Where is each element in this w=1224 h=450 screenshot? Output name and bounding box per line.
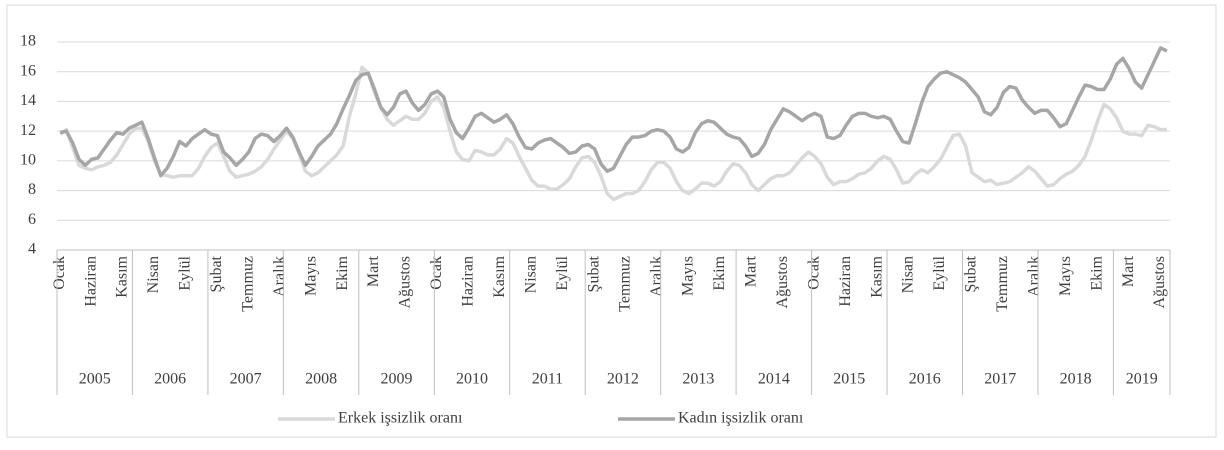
x-group-label: 2013 (682, 371, 714, 388)
x-tick-label: Haziran (837, 256, 854, 307)
x-tick-label: Mart (743, 255, 760, 287)
x-tick-label: Mayıs (680, 256, 697, 296)
x-group-label: 2007 (230, 371, 262, 388)
x-tick-label: Ekim (1088, 255, 1105, 290)
x-tick-label: Ağustos (1151, 256, 1168, 308)
y-tick-label: 16 (20, 62, 36, 79)
chart-frame (6, 4, 1217, 438)
x-tick-label: Şubat (208, 255, 225, 292)
x-group-label: 2019 (1126, 371, 1158, 388)
x-tick-label: Mart (1120, 255, 1137, 287)
x-tick-label: Ocak (428, 256, 445, 290)
series-line (59, 46, 1168, 178)
series-line (59, 65, 1167, 202)
x-tick-label: Temmuz (239, 256, 256, 312)
x-group-label: 2006 (154, 371, 186, 388)
x-tick-label: Şubat (585, 255, 602, 292)
x-tick-label: Ekim (334, 255, 351, 290)
x-group-label: 2009 (381, 371, 413, 388)
y-tick-label: 14 (20, 92, 36, 109)
y-tick-label: 18 (20, 33, 36, 50)
x-group-label: 2010 (456, 371, 488, 388)
x-tick-label: Ağustos (774, 256, 791, 308)
x-tick-label: Eylül (554, 255, 571, 290)
y-tick-label: 4 (28, 241, 36, 258)
x-tick-label: Nisan (900, 256, 917, 293)
x-tick-label: Temmuz (994, 256, 1011, 312)
x-tick-label: Mayıs (1057, 256, 1074, 296)
x-group-label: 2012 (607, 371, 639, 388)
x-tick-label: Mart (365, 255, 382, 287)
x-group-label: 2016 (909, 371, 941, 388)
x-group-label: 2011 (532, 371, 563, 388)
x-tick-label: Eylül (177, 255, 194, 290)
x-tick-label: Ekim (711, 255, 728, 290)
x-tick-label: Ocak (51, 256, 68, 290)
x-tick-label: Kasım (491, 255, 508, 297)
x-tick-label: Temmuz (617, 256, 634, 312)
x-group-label: 2014 (758, 371, 790, 388)
x-tick-label: Aralık (1025, 256, 1042, 297)
y-tick-label: 6 (28, 211, 36, 228)
x-group-label: 2005 (79, 371, 111, 388)
y-tick-label: 10 (20, 152, 36, 169)
x-tick-label: Aralık (271, 256, 288, 297)
x-tick-label: Şubat (963, 255, 980, 292)
x-tick-label: Ağustos (397, 256, 414, 308)
legend-label: Erkek işsizlik oranı (338, 410, 463, 427)
x-group-label: 2008 (305, 371, 337, 388)
legend-label: Kadın işsizlik oranı (678, 410, 804, 427)
y-tick-label: 12 (20, 122, 36, 139)
x-tick-label: Eylül (931, 255, 948, 290)
y-tick-label: 8 (28, 181, 36, 198)
x-tick-label: Nisan (522, 256, 539, 293)
x-tick-label: Haziran (460, 256, 477, 307)
x-tick-label: Nisan (145, 256, 162, 293)
x-tick-label: Aralık (648, 256, 665, 297)
x-tick-label: Ocak (805, 256, 822, 290)
x-tick-label: Kasım (868, 255, 885, 297)
x-group-label: 2017 (984, 371, 1016, 388)
x-group-label: 2015 (833, 371, 865, 388)
x-group-label: 2018 (1060, 371, 1092, 388)
x-tick-label: Haziran (82, 256, 99, 307)
x-tick-label: Kasım (114, 255, 131, 297)
x-tick-label: Mayıs (302, 256, 319, 296)
